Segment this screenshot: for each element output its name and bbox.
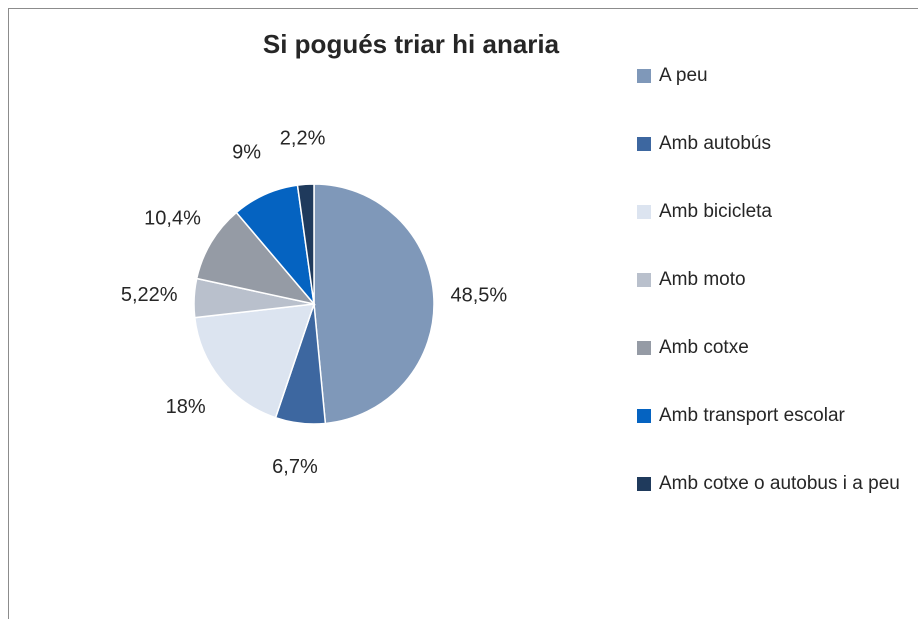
legend-item: Amb cotxe o autobus i a peu [637, 461, 918, 507]
legend-item: Amb transport escolar [637, 393, 918, 439]
legend-label: Amb moto [659, 269, 746, 290]
data-label: 9% [232, 142, 261, 164]
legend-label: Amb transport escolar [659, 405, 845, 426]
chart: Si pogués triar hi anaria 48,5% 6,7% 18% 5,… [121, 29, 560, 478]
legend-swatch [637, 477, 651, 491]
data-label: 6,7% [272, 456, 318, 478]
chart-frame: Si pogués triar hi anaria 48,5% 6,7% 18% 5,… [8, 8, 918, 619]
pie-slice [313, 183, 435, 425]
data-label: 2,2% [280, 128, 326, 150]
legend-label: Amb bicicleta [659, 201, 772, 222]
legend-swatch [637, 341, 651, 355]
legend-item: Amb autobús [637, 121, 918, 167]
legend-swatch [637, 273, 651, 287]
pie-slice [296, 183, 315, 305]
data-label: 18% [166, 396, 206, 418]
legend-label: Amb cotxe [659, 337, 749, 358]
data-label: 10,4% [144, 207, 201, 229]
legend-item: Amb moto [637, 257, 918, 303]
data-label: 5,22% [121, 284, 178, 306]
legend-item: A peu [637, 53, 918, 99]
legend-swatch [637, 137, 651, 151]
legend-label: A peu [659, 65, 708, 86]
pie-slice [195, 211, 317, 306]
chart-title: Si pogués triar hi anaria [263, 29, 560, 59]
legend-swatch [637, 205, 651, 219]
legend-swatch [637, 69, 651, 83]
legend-item: Amb bicicleta [637, 189, 918, 235]
pie-slice [193, 303, 316, 419]
data-label: 48,5% [450, 284, 507, 306]
legend-label: Amb autobús [659, 133, 771, 154]
legend-swatch [637, 409, 651, 423]
legend-label: Amb cotxe o autobus i a peu [659, 473, 900, 494]
legend-item: Amb cotxe [637, 325, 918, 371]
